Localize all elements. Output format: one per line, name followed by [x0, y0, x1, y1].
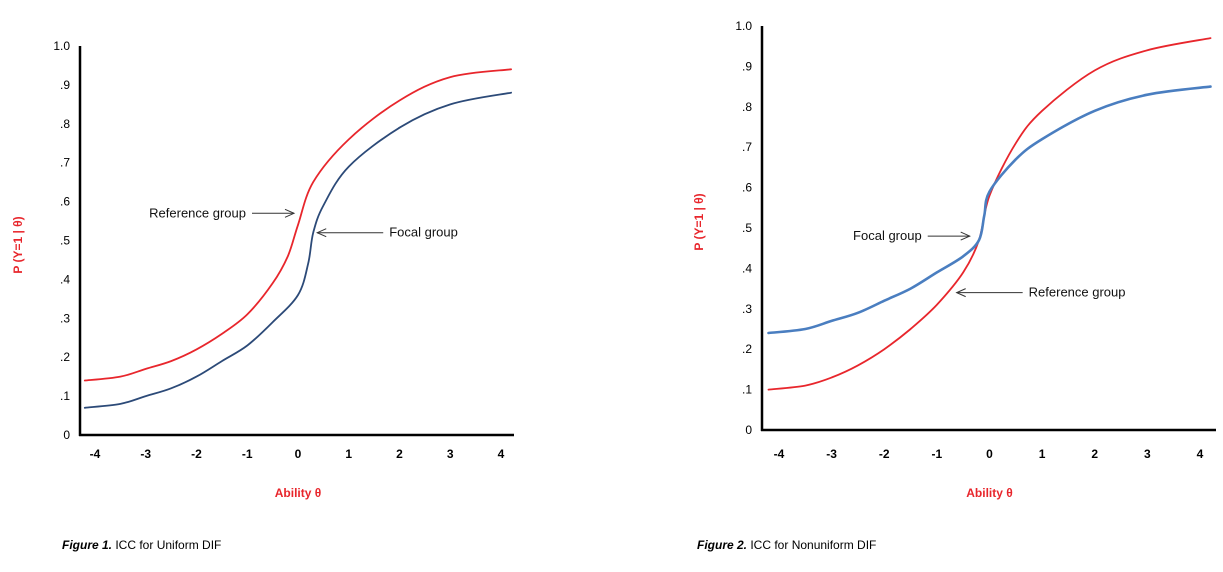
x-tick-label: -1 — [242, 447, 253, 461]
chart-nonuniform-dif: 0 .1 .2 .3 .4 .5 .6 .7 .8 .9 1.0 -4 -3 -2 -1 0 1 2 3 4 Abili… — [692, 19, 1216, 552]
y-tick-label: .6 — [60, 195, 70, 209]
x-tick-label: -1 — [932, 447, 943, 461]
x-tick-label: -2 — [879, 447, 890, 461]
x-tick-label: 2 — [1091, 447, 1098, 461]
x-tick-label: 3 — [447, 447, 454, 461]
x-axis-label: Ability θ — [275, 486, 322, 500]
y-tick-label: .8 — [60, 117, 70, 131]
figure-caption-label: Figure 1. — [62, 538, 112, 552]
y-tick-label: .9 — [742, 59, 752, 73]
y-tick-label: 0 — [745, 423, 752, 437]
y-tick-label: .1 — [60, 389, 70, 403]
y-tick-label: .8 — [742, 100, 752, 114]
y-tick-label: .5 — [742, 221, 752, 235]
series-line-focal-group — [767, 85, 1212, 335]
chart-uniform-dif: 0 .1 .2 .3 .4 .5 .6 .7 .8 .9 1.0 -4 -3 -2 -1 0 1 2 3 4 Abili… — [11, 39, 514, 552]
x-tick-label: 3 — [1144, 447, 1151, 461]
y-tick-label: .3 — [60, 311, 70, 325]
y-tick-label: .4 — [742, 261, 752, 275]
x-tick-label: 0 — [295, 447, 302, 461]
y-axis-label: P (Y=1 | θ) — [692, 193, 706, 250]
y-tick-label: .2 — [60, 350, 70, 364]
y-tick-label: .4 — [60, 272, 70, 286]
figure-caption: Figure 2. ICC for Nonuniform DIF — [697, 538, 876, 552]
series-line-reference-group — [83, 68, 512, 382]
x-axis-label: Ability θ — [966, 486, 1013, 500]
annotation-label: Reference group — [149, 205, 246, 220]
series-line-reference-group — [767, 37, 1212, 391]
x-tick-label: 1 — [1039, 447, 1046, 461]
y-tick-label: .3 — [742, 302, 752, 316]
annotation-arrow-head — [960, 231, 971, 241]
x-tick-label: 0 — [986, 447, 993, 461]
x-tick-label: -2 — [191, 447, 202, 461]
x-tick-label: 1 — [345, 447, 352, 461]
y-tick-label: .6 — [742, 181, 752, 195]
figure-caption-label: Figure 2. — [697, 538, 747, 552]
x-tick-label: -3 — [140, 447, 151, 461]
y-axis-label: P (Y=1 | θ) — [11, 216, 25, 273]
y-tick-label: .1 — [742, 383, 752, 397]
annotation-label: Focal group — [389, 225, 458, 240]
y-tick-label: .7 — [742, 140, 752, 154]
y-tick-label: .5 — [60, 234, 70, 248]
x-tick-label: -3 — [826, 447, 837, 461]
x-tick-label: -4 — [774, 447, 785, 461]
y-tick-label: .9 — [60, 78, 70, 92]
series-line-focal-group — [83, 91, 512, 409]
x-tick-label: 2 — [396, 447, 403, 461]
x-tick-label: -4 — [90, 447, 101, 461]
y-tick-label: .2 — [742, 342, 752, 356]
annotation-label: Focal group — [853, 228, 922, 243]
y-tick-label: 0 — [63, 428, 70, 442]
annotation-arrow-head — [315, 228, 327, 238]
annotation-label: Reference group — [1029, 285, 1126, 300]
y-tick-label: 1.0 — [53, 39, 70, 53]
x-tick-label: 4 — [1197, 447, 1204, 461]
figure-caption-text: ICC for Nonuniform DIF — [747, 538, 876, 552]
x-tick-label: 4 — [498, 447, 505, 461]
figure-caption: Figure 1. ICC for Uniform DIF — [62, 538, 221, 552]
annotation-arrow-head — [284, 208, 296, 218]
annotation-arrow-head — [955, 288, 966, 298]
y-tick-label: .7 — [60, 156, 70, 170]
figure-caption-text: ICC for Uniform DIF — [112, 538, 221, 552]
y-tick-label: 1.0 — [735, 19, 752, 33]
